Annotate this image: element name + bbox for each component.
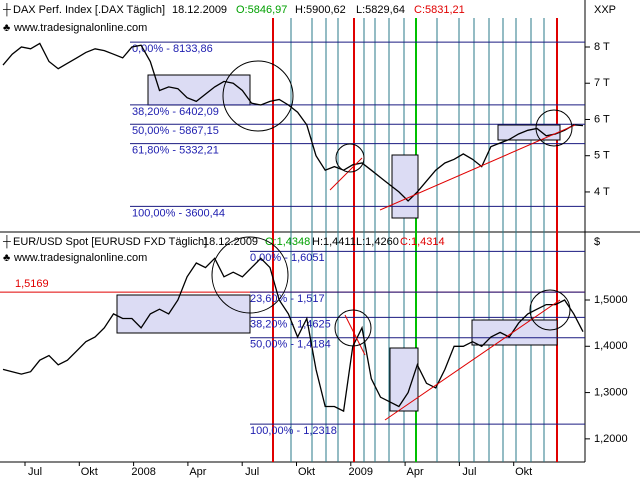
x-tick-label: Jul [28, 466, 42, 478]
zone-box [389, 347, 419, 412]
source-url: www.tradesignalonline.com [13, 252, 147, 264]
trend-line [384, 299, 561, 421]
source-icon: ♣ [3, 252, 10, 264]
y-tick-label: 5 T [594, 150, 610, 162]
x-tick-label: 2009 [349, 466, 373, 478]
trend-line [379, 124, 576, 211]
trend-line [329, 157, 363, 191]
quote-low: L:1,4260 [356, 236, 399, 248]
instrument-name: DAX Perf. Index [.DAX Täglich] [13, 4, 165, 16]
zone-box [147, 74, 251, 106]
zone-box [471, 319, 558, 346]
instrument-name: EUR/USD Spot [EURUSD FXD Täglich] [13, 236, 207, 248]
source-icon: ♣ [3, 22, 10, 34]
highlight-circle [334, 309, 372, 347]
fib-label: 38,20% - 6402,09 [132, 106, 219, 118]
quote-close: C:1,4314 [400, 236, 445, 248]
crosshair-icon: ┼ [2, 234, 11, 249]
x-tick-label: Jul [462, 466, 476, 478]
y-tick-label: 4 T [594, 186, 610, 198]
x-tick-label: 2008 [131, 466, 155, 478]
price-line [2, 257, 584, 413]
y-tick-label: 8 T [594, 41, 610, 53]
quote-high: H:1,4411 [312, 236, 356, 248]
x-tick-label: Apr [189, 466, 206, 478]
trend-line [344, 314, 366, 356]
highlight-circle [529, 289, 571, 331]
zone-box [116, 294, 251, 334]
source-url: www.tradesignalonline.com [13, 22, 147, 34]
highlight-circle [222, 60, 294, 132]
x-tick-label: Jul [245, 466, 259, 478]
x-tick-label: Okt [81, 466, 98, 478]
zone-box [497, 124, 561, 141]
reference-label: 1,5169 [15, 278, 49, 290]
y-tick-label: 1,3000 [594, 386, 628, 398]
fib-label: 50,00% - 1,4184 [250, 339, 331, 351]
quote-date: 18.12.2009 [172, 4, 227, 16]
y-tick-label: 7 T [594, 77, 610, 89]
fib-label: 23,60% - 1,517 [250, 293, 325, 305]
quote-open: O:5846,97 [236, 4, 287, 16]
crosshair-icon: ┼ [2, 2, 11, 17]
fib-label: 100,00% - 1,2318 [250, 425, 337, 437]
price-unit: XXP [594, 4, 616, 16]
highlight-circle [211, 236, 289, 314]
fib-label: 38,20% - 1,4625 [250, 318, 331, 330]
quote-low: L:5829,64 [356, 4, 405, 16]
y-tick-label: 1,4000 [594, 340, 628, 352]
price-line [2, 42, 584, 202]
highlight-circle [335, 143, 365, 173]
y-tick-label: 1,5000 [594, 294, 628, 306]
y-tick-label: 1,2000 [594, 433, 628, 445]
fib-label: 0,00% - 8133,86 [132, 43, 213, 55]
quote-open: O:1,4348 [265, 236, 310, 248]
fib-label: 0,00% - 1,6051 [250, 252, 325, 264]
x-tick-label: Apr [407, 466, 424, 478]
fib-label: 50,00% - 5867,15 [132, 125, 219, 137]
zone-box [391, 154, 419, 219]
x-tick-label: Okt [298, 466, 315, 478]
highlight-circle [535, 109, 573, 147]
annotations: ┼ ♣ ┼ ♣ [2, 2, 561, 466]
price-unit: $ [594, 236, 600, 248]
quote-high: H:5900,62 [295, 4, 346, 16]
y-tick-label: 6 T [594, 113, 610, 125]
quote-close: C:5831,21 [414, 4, 465, 16]
x-tick-label: Okt [515, 466, 532, 478]
fib-label: 61,80% - 5332,21 [132, 145, 219, 157]
fib-label: 100,00% - 3600,44 [132, 207, 225, 219]
